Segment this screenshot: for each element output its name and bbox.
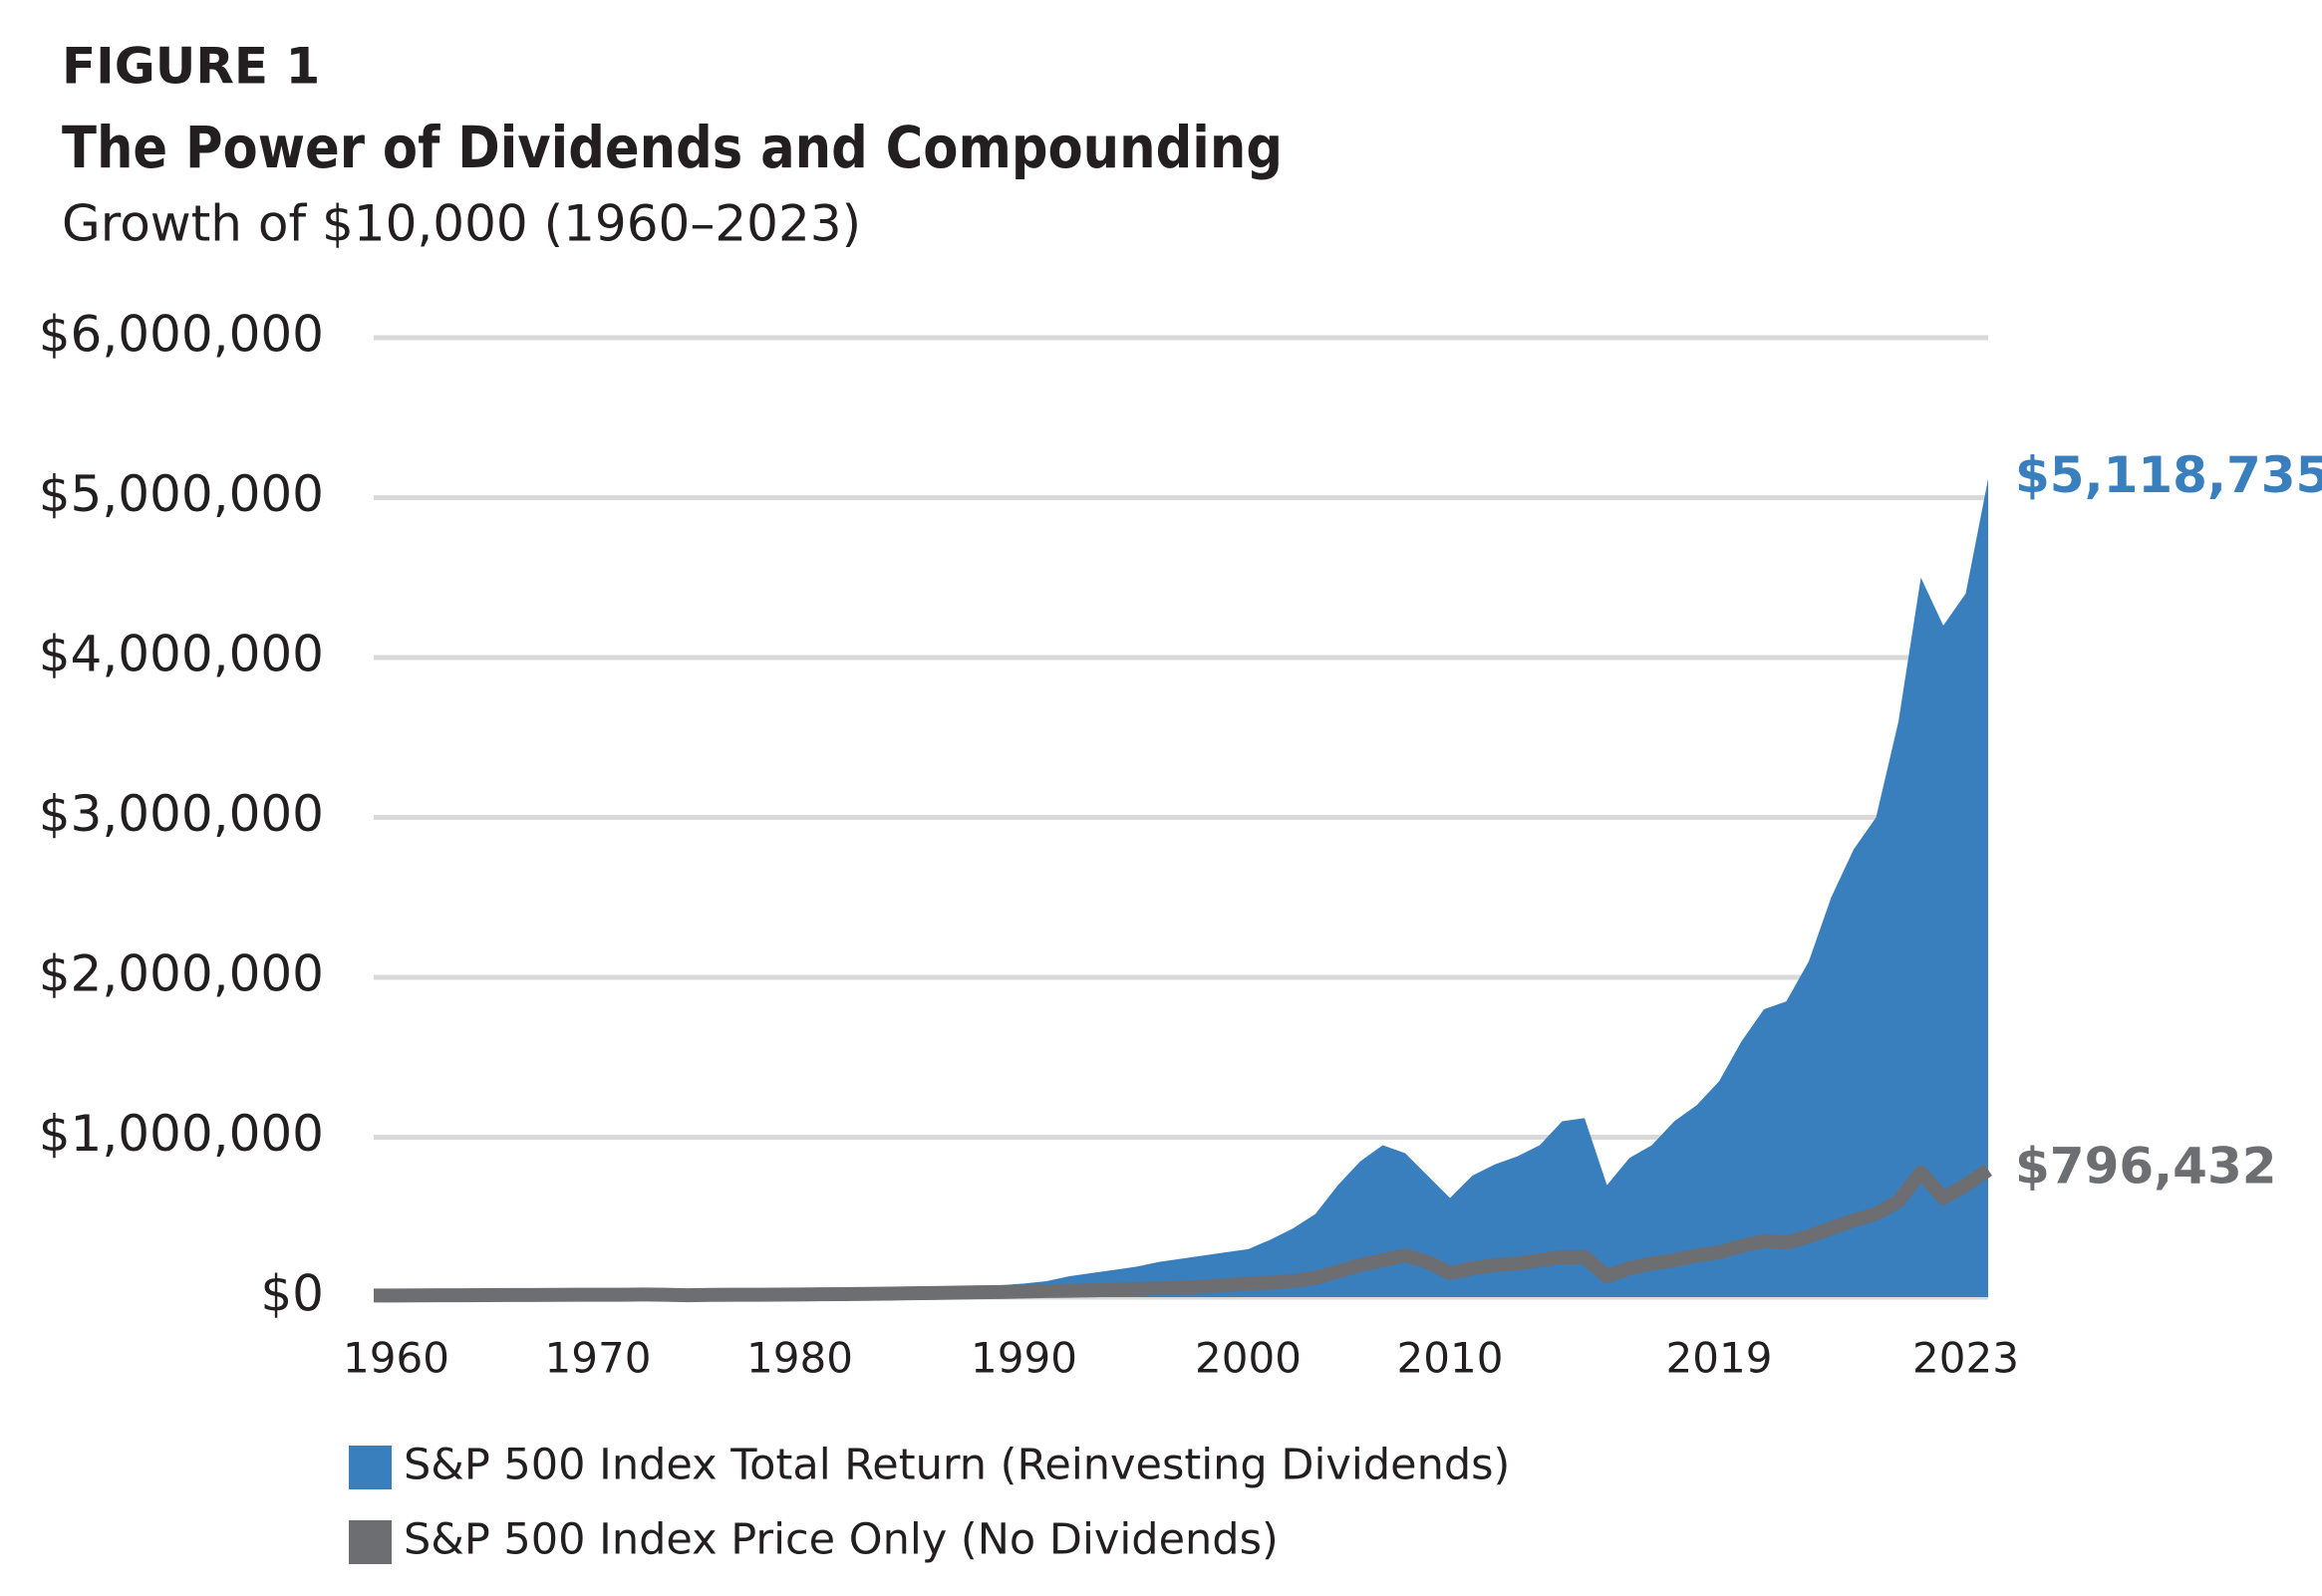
x-tick-label: 2023 [1912, 1334, 2019, 1383]
chart-subtitle: Growth of $10,000 (1960–2023) [62, 195, 861, 253]
x-tick-label: 1980 [746, 1334, 853, 1383]
value-label: $796,432 [2015, 1138, 2277, 1196]
value-label: $5,118,735 [2015, 446, 2322, 504]
x-tick-label: 1970 [545, 1334, 652, 1383]
x-tick-label: 1960 [343, 1334, 449, 1383]
x-tick-label: 2000 [1195, 1334, 1302, 1383]
x-tick-label: 2019 [1666, 1334, 1773, 1383]
y-tick-label: $4,000,000 [39, 626, 324, 683]
x-tick-label: 2010 [1397, 1334, 1504, 1383]
legend-swatch [349, 1446, 392, 1489]
y-tick-label: $0 [260, 1265, 324, 1323]
chart-title: The Power of Dividends and Compounding [62, 114, 1283, 181]
y-tick-label: $3,000,000 [39, 785, 324, 843]
legend-swatch [349, 1520, 392, 1564]
y-tick-label: $1,000,000 [39, 1105, 324, 1163]
x-tick-label: 1990 [971, 1334, 1077, 1383]
y-tick-label: $5,000,000 [39, 465, 324, 523]
y-tick-label: $6,000,000 [39, 306, 324, 364]
chart-kicker: FIGURE 1 [62, 38, 320, 96]
y-tick-label: $2,000,000 [39, 945, 324, 1003]
area [374, 478, 1988, 1298]
line [373, 1164, 1992, 1303]
legend-label: S&P 500 Index Price Only (No Dividends) [404, 1515, 1279, 1565]
legend-label: S&P 500 Index Total Return (Reinvesting … [404, 1441, 1510, 1490]
